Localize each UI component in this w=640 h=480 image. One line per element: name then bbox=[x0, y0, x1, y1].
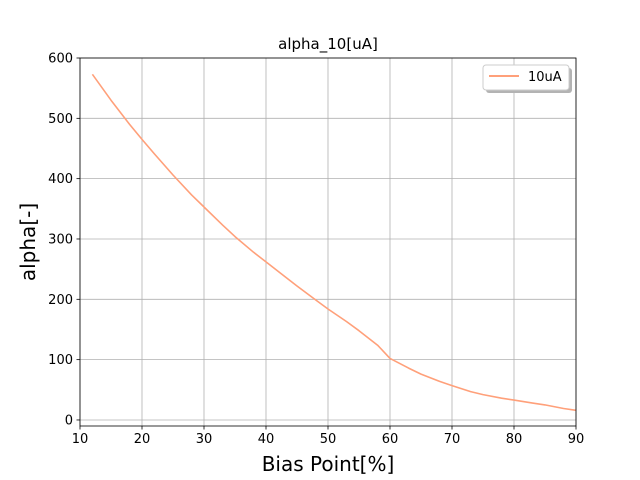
x-tick-label: 90 bbox=[568, 432, 585, 447]
x-tick-label: 10 bbox=[72, 432, 89, 447]
y-tick-label: 300 bbox=[48, 232, 73, 247]
series-line-10uA bbox=[91, 73, 577, 412]
y-tick-label: 400 bbox=[48, 172, 73, 187]
x-tick-label: 70 bbox=[444, 432, 461, 447]
legend: 10uA bbox=[482, 64, 572, 93]
y-axis: 0 100 200 300 400 500 600 bbox=[48, 52, 80, 428]
y-tick-label: 100 bbox=[48, 353, 73, 368]
y-tick-label: 600 bbox=[48, 52, 73, 67]
series-layer bbox=[91, 73, 577, 412]
x-tick-label: 60 bbox=[382, 432, 399, 447]
legend-label: 10uA bbox=[528, 70, 562, 85]
legend-box bbox=[482, 64, 570, 91]
x-axis: 10 20 30 40 50 60 70 80 90 bbox=[72, 426, 585, 447]
y-tick-label: 500 bbox=[48, 112, 73, 127]
x-tick-label: 40 bbox=[258, 432, 275, 447]
x-tick-label: 80 bbox=[506, 432, 523, 447]
x-tick-label: 30 bbox=[196, 432, 213, 447]
x-tick-label: 20 bbox=[134, 432, 151, 447]
y-tick-label: 200 bbox=[48, 293, 73, 308]
x-axis-label: Bias Point[%] bbox=[262, 452, 395, 476]
y-tick-label: 0 bbox=[65, 413, 73, 428]
y-axis-label: alpha[-] bbox=[16, 203, 40, 281]
x-tick-label: 50 bbox=[320, 432, 337, 447]
chart-title: alpha_10[uA] bbox=[278, 35, 378, 54]
